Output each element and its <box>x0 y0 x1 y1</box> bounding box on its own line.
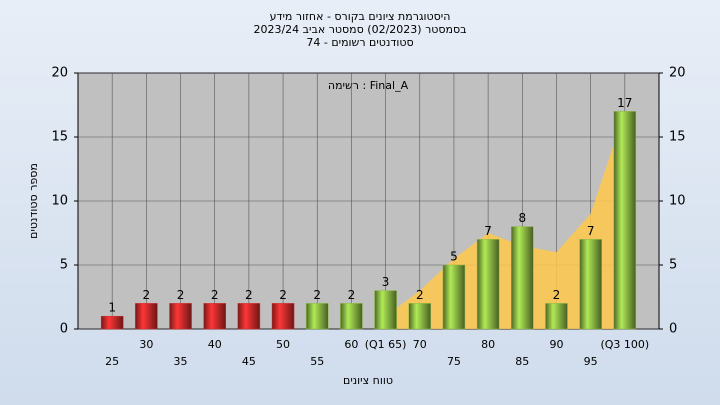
bar <box>511 226 534 330</box>
x-tick-label: 85 <box>515 355 529 368</box>
y-tick-label: 20 <box>51 66 68 81</box>
bar-value-label: 2 <box>348 288 356 302</box>
bar <box>374 290 397 330</box>
bar <box>203 303 226 330</box>
bar <box>169 303 192 330</box>
x-tick-label: 90 <box>549 338 563 351</box>
y2-tick-label: 0 <box>669 322 677 337</box>
y-tick-label: 15 <box>51 130 68 145</box>
bar-value-label: 8 <box>518 211 526 225</box>
x-tick-label: 30 <box>139 338 153 351</box>
bar-value-label: 2 <box>245 288 253 302</box>
x-tick-label: 35 <box>174 355 188 368</box>
y-axis-label: מספר סטודנטים <box>27 163 40 239</box>
bar <box>135 303 158 330</box>
x-tick-label: 50 <box>276 338 290 351</box>
y2-tick-label: 5 <box>669 258 677 273</box>
bar-value-label: 2 <box>416 288 424 302</box>
bar <box>613 111 637 330</box>
subtitle: סטודנטים רשומים - 74 <box>306 36 413 49</box>
x-tick-label: 40 <box>208 338 222 351</box>
y-tick-label: 5 <box>60 258 68 273</box>
bar-value-label: 2 <box>177 288 185 302</box>
x-tick-label: 75 <box>447 355 461 368</box>
x-tick-label: 70 <box>413 338 427 351</box>
bar <box>579 239 602 330</box>
bar-value-label: 2 <box>313 288 321 302</box>
bar <box>408 303 432 330</box>
y-tick-label: 10 <box>51 194 68 209</box>
subtitle: בסמסטר (02/2023) סמסטר אביב 2023/24 <box>253 23 466 36</box>
bar-value-label: 7 <box>484 224 492 238</box>
x-tick-label: 60 <box>344 338 358 351</box>
bar <box>271 303 295 330</box>
x-tick-label: 80 <box>481 338 495 351</box>
bar-value-label: 17 <box>617 96 632 110</box>
x-axis-label: טווח ציונים <box>343 374 393 387</box>
y-tick-label: 0 <box>60 322 68 337</box>
bar-value-label: 2 <box>143 288 151 302</box>
bar-value-label: 5 <box>450 250 458 264</box>
bar-value-label: 3 <box>382 275 390 289</box>
x-tick-label: (Q1 65) <box>365 338 407 351</box>
x-tick-label: (Q3 100) <box>600 338 649 351</box>
chart-title: היסטוגרמת ציונים בקורס - אחזור מידע <box>270 10 451 23</box>
x-tick-label: 55 <box>310 355 324 368</box>
y2-tick-label: 20 <box>669 66 686 81</box>
bar <box>305 303 329 330</box>
bar <box>100 315 124 330</box>
bar-value-label: 1 <box>108 301 116 315</box>
x-tick-label: 25 <box>105 355 119 368</box>
bar <box>442 264 466 330</box>
bar-value-label: 2 <box>279 288 287 302</box>
bar-value-label: 2 <box>553 288 561 302</box>
bar-value-label: 2 <box>211 288 219 302</box>
bar <box>545 303 568 330</box>
bar <box>340 303 363 330</box>
y2-tick-label: 15 <box>669 130 686 145</box>
bar <box>476 239 500 330</box>
bar <box>237 303 261 330</box>
y2-tick-label: 10 <box>669 194 686 209</box>
x-tick-label: 45 <box>242 355 256 368</box>
bar-value-label: 7 <box>587 224 595 238</box>
x-tick-label: 95 <box>584 355 598 368</box>
annotation: רשימה : Final_A <box>328 79 409 92</box>
